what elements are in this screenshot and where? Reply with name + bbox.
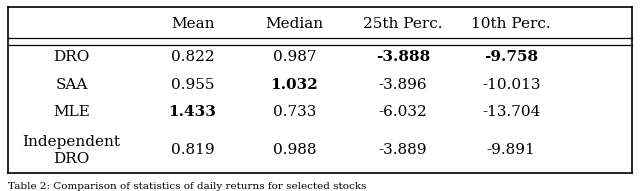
Text: 10th Perc.: 10th Perc. [471, 17, 551, 31]
Text: 0.987: 0.987 [273, 50, 316, 64]
Text: -3.896: -3.896 [378, 78, 427, 92]
Text: 0.988: 0.988 [273, 143, 316, 157]
Text: 0.822: 0.822 [171, 50, 214, 64]
Text: Mean: Mean [171, 17, 214, 31]
Text: Table 2: Comparison of statistics of daily returns for selected stocks: Table 2: Comparison of statistics of dai… [8, 182, 366, 191]
Text: -6.032: -6.032 [378, 105, 428, 119]
Text: Independent
DRO: Independent DRO [22, 135, 120, 166]
Text: 0.955: 0.955 [171, 78, 214, 92]
Text: 0.733: 0.733 [273, 105, 316, 119]
Text: SAA: SAA [55, 78, 88, 92]
Text: -3.889: -3.889 [379, 143, 427, 157]
Text: 0.819: 0.819 [171, 143, 214, 157]
Text: Median: Median [266, 17, 324, 31]
Text: 25th Perc.: 25th Perc. [363, 17, 443, 31]
Text: -10.013: -10.013 [482, 78, 540, 92]
Text: DRO: DRO [53, 50, 90, 64]
Text: MLE: MLE [53, 105, 90, 119]
Text: 1.032: 1.032 [271, 78, 318, 92]
Text: -3.888: -3.888 [376, 50, 430, 64]
Text: -9.891: -9.891 [487, 143, 536, 157]
Text: -13.704: -13.704 [482, 105, 540, 119]
Text: 1.433: 1.433 [168, 105, 216, 119]
Text: -9.758: -9.758 [484, 50, 538, 64]
